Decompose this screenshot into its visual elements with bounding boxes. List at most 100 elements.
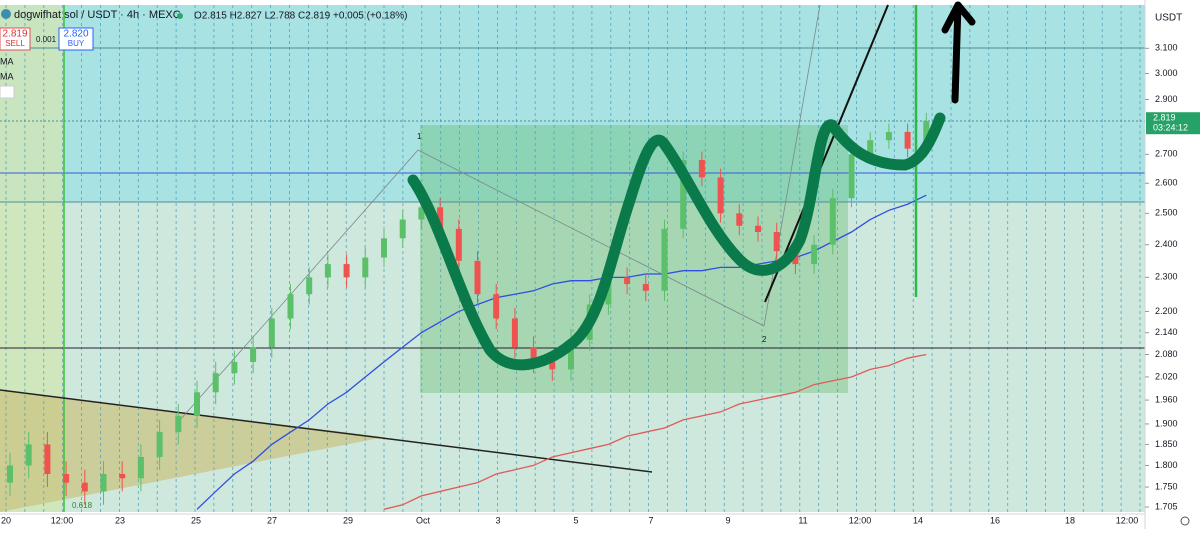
hand-drawn-arrow <box>941 1 976 104</box>
candle-body <box>605 277 612 305</box>
x-tick-label: 27 <box>267 515 277 525</box>
sell-button[interactable] <box>0 27 31 51</box>
fib-label: 2 <box>762 335 767 344</box>
fib-label: 1 <box>417 132 422 141</box>
ohlc: O2.815 H2.827 L2.788 C2.819 +0.005 (+0.1… <box>194 11 408 22</box>
x-tick-label: 14 <box>913 515 923 525</box>
candle-body <box>25 444 32 466</box>
candle-body <box>829 198 836 245</box>
candle-body <box>418 207 425 220</box>
indicator-label[interactable]: MA <box>0 56 14 66</box>
candle-body <box>885 131 892 141</box>
triangle-zone <box>0 390 385 512</box>
candle-body <box>231 361 238 374</box>
x-tick-label: 5 <box>573 515 578 525</box>
buy-price[interactable]: 2.820 <box>63 29 88 40</box>
y-tick-label: 2.020 <box>1155 371 1178 381</box>
candle-body <box>399 219 406 239</box>
candle-body <box>698 160 705 178</box>
candle-body <box>63 474 70 483</box>
countdown: 03:24:12 <box>1153 123 1188 133</box>
y-tick-label: 1.705 <box>1155 501 1178 511</box>
vertical-grid <box>5 5 1141 512</box>
candle-body <box>493 294 500 319</box>
x-tick-label: 12:00 <box>849 515 872 525</box>
sell-label[interactable]: SELL <box>5 39 25 48</box>
y-tick-label: 2.500 <box>1155 208 1178 218</box>
candle-body <box>661 228 668 291</box>
y-tick-label: 1.750 <box>1155 481 1178 491</box>
axis-unit[interactable]: USDT <box>1155 13 1182 24</box>
sell-price[interactable]: 2.819 <box>2 29 27 40</box>
x-tick-label: 16 <box>990 515 1000 525</box>
x-tick-label: 18 <box>1065 515 1075 525</box>
candle-body <box>848 154 855 199</box>
candle-body <box>175 415 182 433</box>
moving-average <box>383 353 927 510</box>
x-tick-label: 12:00 <box>51 515 74 525</box>
x-tick-label: 23 <box>115 515 125 525</box>
candle-body <box>362 257 369 278</box>
x-tick-label: 9 <box>725 515 730 525</box>
last-price: 2.819 <box>1153 113 1176 123</box>
candle-body <box>717 177 724 214</box>
candle-body <box>904 131 911 149</box>
candle-body <box>156 432 163 457</box>
y-tick-label: 2.400 <box>1155 239 1178 249</box>
y-tick-label: 2.200 <box>1155 306 1178 316</box>
candle-body <box>624 277 631 285</box>
y-tick-label: 2.080 <box>1155 349 1178 359</box>
symbol-icon <box>1 9 11 19</box>
candle-body <box>549 361 556 370</box>
buy-label[interactable]: BUY <box>68 39 85 48</box>
x-tick-label: 11 <box>798 515 807 525</box>
candle-body <box>343 264 350 278</box>
symbol[interactable]: dogwifhat sol / USDT · 4h · MEXC <box>14 9 181 21</box>
candle-body <box>324 264 331 278</box>
spread: 0.001 <box>36 35 57 44</box>
x-tick-label: 7 <box>648 515 653 525</box>
candle-body <box>268 318 275 348</box>
candle-body <box>530 347 537 362</box>
candle-body <box>287 294 294 319</box>
y-tick-label: 3.000 <box>1155 68 1178 78</box>
moving-average <box>196 194 927 510</box>
y-tick-label: 2.700 <box>1155 149 1178 159</box>
candle-body <box>511 318 518 348</box>
candle-body <box>381 238 387 258</box>
fib-path <box>179 4 821 421</box>
hand-drawn-pattern <box>407 112 946 371</box>
y-tick-label: 1.800 <box>1155 460 1178 470</box>
x-tick-label: 3 <box>495 515 500 525</box>
candle-body <box>437 207 444 229</box>
candle-body <box>867 140 874 155</box>
y-tick-label: 2.900 <box>1155 94 1178 104</box>
price-axis <box>1145 0 1200 529</box>
x-tick-label: 20 <box>1 515 11 525</box>
candle-body <box>680 160 687 229</box>
axes: 3.100 3.000 2.900 2.700 2.600 2.500 2.400 2.300… <box>1 43 1200 525</box>
candle-body <box>212 373 219 393</box>
status-dot <box>177 13 183 19</box>
candle-body <box>119 474 126 479</box>
y-tick-label: 1.900 <box>1155 418 1178 428</box>
candle-body <box>44 444 51 475</box>
candle-body <box>81 482 88 492</box>
x-tick-label: Oct <box>416 515 431 525</box>
y-tick-label: 1.850 <box>1155 439 1178 449</box>
y-tick-label: 2.300 <box>1155 272 1178 282</box>
candle-body <box>642 284 649 291</box>
candle-body <box>736 213 743 226</box>
y-tick-label: 3.100 <box>1155 43 1178 53</box>
indicator-label[interactable]: MA <box>0 71 14 81</box>
candle-body <box>100 474 107 492</box>
x-tick-label: 12:00 <box>1116 515 1139 525</box>
candle-body <box>568 339 574 370</box>
candle-body <box>455 228 462 261</box>
settings-icon[interactable] <box>1180 516 1190 526</box>
candle-body <box>250 347 257 362</box>
buy-button[interactable] <box>58 27 94 51</box>
candle-body <box>773 232 780 252</box>
collapse-button[interactable] <box>0 85 15 99</box>
